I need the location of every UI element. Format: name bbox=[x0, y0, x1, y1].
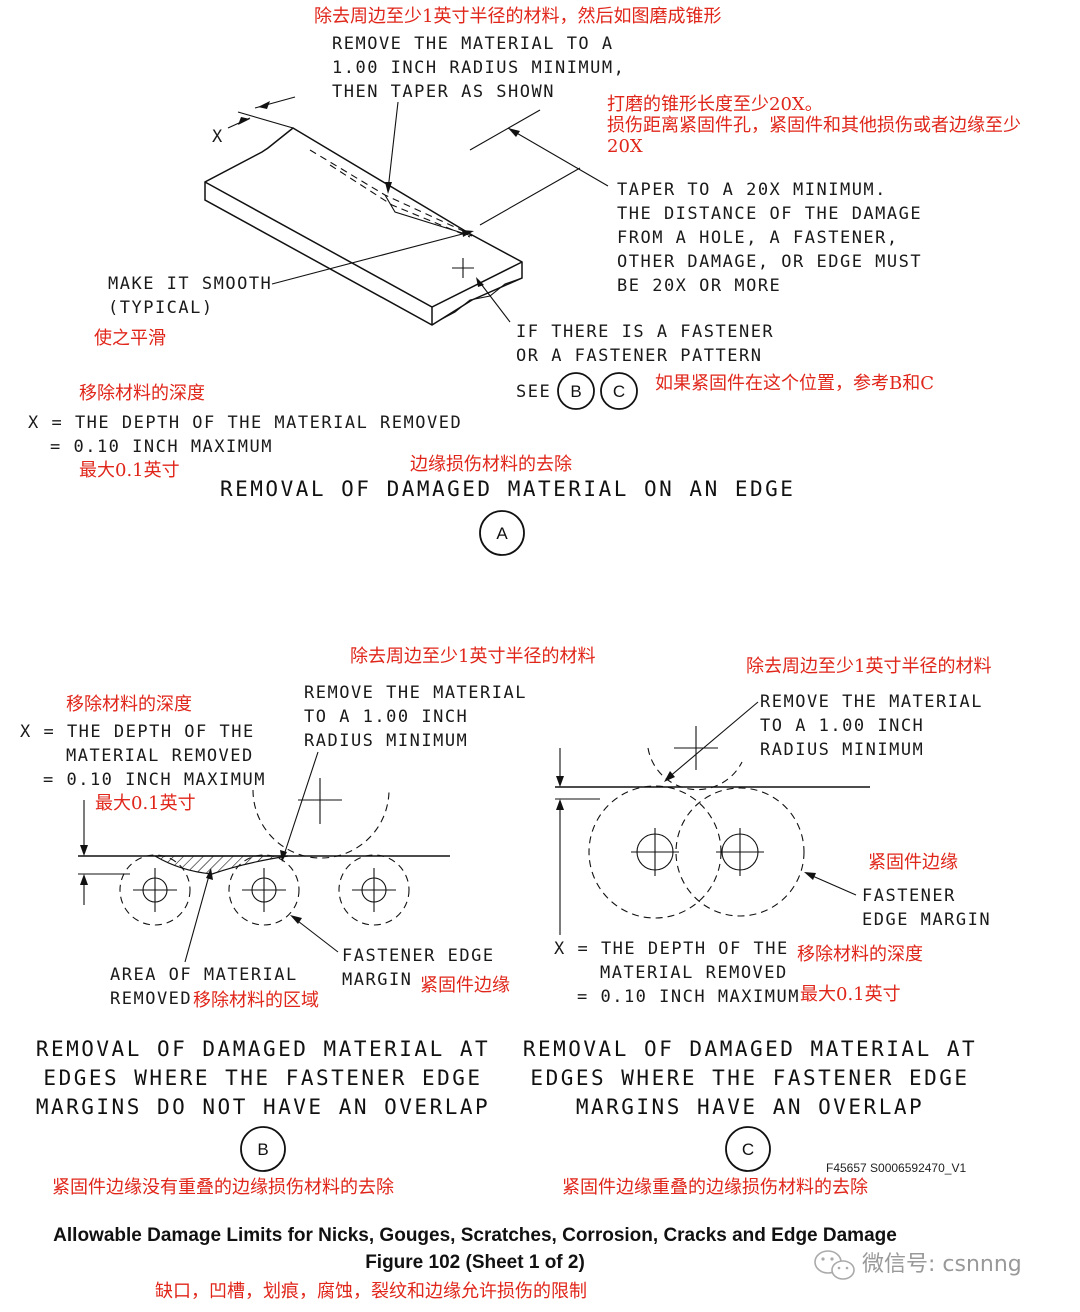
b-zh-area: 移除材料的区域 bbox=[193, 990, 319, 1011]
c-title-3: MARGINS HAVE AN OVERLAP bbox=[576, 1095, 924, 1119]
figure-caption: Allowable Damage Limits for Nicks, Gouge… bbox=[53, 1225, 897, 1246]
a-x-def-1: X = THE DEPTH OF THE MATERIAL REMOVED bbox=[28, 413, 462, 433]
figure-number: Figure 102 (Sheet 1 of 2) bbox=[365, 1252, 585, 1273]
a-zh-max: 最大0.1英寸 bbox=[79, 460, 180, 481]
c-edge-drawing bbox=[555, 701, 870, 935]
see-b-badge bbox=[557, 372, 595, 410]
detail-c: 除去周边至少1英寸半径的材料 REMOVE THE MATERIAL TO A … bbox=[523, 656, 992, 1198]
a-fastener-line-2: OR A FASTENER PATTERN bbox=[516, 346, 762, 366]
b-title-1: REMOVAL OF DAMAGED MATERIAL AT bbox=[36, 1037, 490, 1061]
a-remove-line-1: REMOVE THE MATERIAL TO A bbox=[332, 34, 614, 54]
a-zh-taper-1: 打磨的锥形长度至少20X。 bbox=[607, 94, 823, 115]
detail-c-badge bbox=[725, 1126, 771, 1172]
a-taper-line-1: TAPER TO A 20X MINIMUM. bbox=[617, 180, 887, 200]
a-remove-line-3: THEN TAPER AS SHOWN bbox=[332, 82, 555, 102]
a-smooth-line-2: (TYPICAL) bbox=[108, 298, 214, 318]
b-remove-leader bbox=[282, 751, 319, 859]
watermark-text: 微信号: csnnng bbox=[862, 1252, 1022, 1277]
c-zh-depth: 移除材料的深度 bbox=[797, 944, 923, 965]
b-area-leader bbox=[184, 871, 211, 963]
detail-a-letter: A bbox=[496, 524, 508, 543]
a-taper-line-3: FROM A HOLE, A FASTENER, bbox=[617, 228, 899, 248]
a-x-def-2: = 0.10 INCH MAXIMUM bbox=[50, 437, 273, 457]
b-title-2: EDGES WHERE THE FASTENER EDGE bbox=[43, 1066, 482, 1090]
b-zh-margin: 紧固件边缘 bbox=[420, 975, 510, 996]
b-x-def-3: = 0.10 INCH MAXIMUM bbox=[43, 770, 266, 790]
c-remove-leader bbox=[667, 701, 759, 779]
a-zh-smooth: 使之平滑 bbox=[94, 328, 166, 349]
b-zh-title: 紧固件边缘没有重叠的边缘损伤材料的去除 bbox=[52, 1177, 394, 1198]
a-smooth-leader bbox=[271, 231, 471, 285]
b-zh-max: 最大0.1英寸 bbox=[95, 793, 196, 814]
see-b-letter: B bbox=[570, 382, 581, 401]
a-title: REMOVAL OF DAMAGED MATERIAL ON AN EDGE bbox=[220, 477, 795, 501]
b-x-def-1: X = THE DEPTH OF THE bbox=[20, 722, 255, 742]
detail-b-badge bbox=[240, 1126, 286, 1172]
b-area-line-1: AREA OF MATERIAL bbox=[110, 965, 298, 985]
a-zh-top: 除去周边至少1英寸半径的材料，然后如图磨成锥形 bbox=[314, 6, 721, 27]
c-zh-max: 最大0.1英寸 bbox=[800, 984, 901, 1005]
a-taper-line-5: BE 20X OR MORE bbox=[617, 276, 781, 296]
detail-b: 除去周边至少1英寸半径的材料 移除材料的深度 X = THE DEPTH OF … bbox=[20, 646, 595, 1198]
c-title-2: EDGES WHERE THE FASTENER EDGE bbox=[530, 1066, 969, 1090]
a-plate-drawing: X bbox=[204, 96, 609, 326]
a-taper-line-2: THE DISTANCE OF THE DAMAGE bbox=[617, 204, 922, 224]
a-zh-depth: 移除材料的深度 bbox=[79, 383, 205, 404]
c-remove-line-3: RADIUS MINIMUM bbox=[760, 740, 924, 760]
c-margin-leader bbox=[807, 873, 857, 896]
b-remove-line-2: TO A 1.00 INCH bbox=[304, 707, 468, 727]
b-remove-line-3: RADIUS MINIMUM bbox=[304, 731, 468, 751]
a-remove-line-2: 1.00 INCH RADIUS MINIMUM, bbox=[332, 58, 625, 78]
b-margin-line-1: FASTENER EDGE bbox=[342, 946, 495, 966]
a-smooth-line-1: MAKE IT SMOOTH bbox=[108, 274, 272, 294]
b-area-line-2: REMOVED bbox=[110, 989, 192, 1009]
wechat-icon bbox=[814, 1250, 855, 1280]
a-x-extension bbox=[237, 111, 294, 129]
c-margin-line-1: FASTENER bbox=[862, 886, 956, 906]
c-zh-title: 紧固件边缘重叠的边缘损伤材料的去除 bbox=[562, 1177, 868, 1198]
c-zh-remove: 除去周边至少1英寸半径的材料 bbox=[746, 656, 991, 677]
b-margin-line-2: MARGIN bbox=[342, 970, 412, 990]
detail-a: 除去周边至少1英寸半径的材料，然后如图磨成锥形 REMOVE THE MATER… bbox=[28, 6, 1021, 556]
c-margin-line-2: EDGE MARGIN bbox=[862, 910, 991, 930]
c-remove-line-1: REMOVE THE MATERIAL bbox=[760, 692, 983, 712]
b-margin-leader bbox=[293, 917, 339, 953]
a-fastener-line-1: IF THERE IS A FASTENER bbox=[516, 322, 774, 342]
a-see-label: SEE bbox=[516, 382, 551, 402]
b-edge-drawing bbox=[78, 751, 450, 963]
detail-a-badge bbox=[479, 510, 525, 556]
c-title-1: REMOVAL OF DAMAGED MATERIAL AT bbox=[523, 1037, 977, 1061]
c-remove-line-2: TO A 1.00 INCH bbox=[760, 716, 924, 736]
a-x-label: X bbox=[212, 127, 224, 147]
a-taper-line-4: OTHER DAMAGE, OR EDGE MUST bbox=[617, 252, 922, 272]
a-remove-leader bbox=[387, 101, 399, 191]
a-zh-title: 边缘损伤材料的去除 bbox=[410, 454, 572, 475]
detail-b-letter: B bbox=[257, 1140, 268, 1159]
a-zh-taper-2: 损伤距离紧固件孔，紧固件和其他损伤或者边缘至少 bbox=[607, 115, 1021, 136]
b-title-3: MARGINS DO NOT HAVE AN OVERLAP bbox=[36, 1095, 490, 1119]
detail-c-letter: C bbox=[742, 1140, 754, 1159]
b-x-def-2: MATERIAL REMOVED bbox=[66, 746, 254, 766]
see-c-letter: C bbox=[613, 382, 625, 401]
b-remove-line-1: REMOVE THE MATERIAL bbox=[304, 683, 527, 703]
c-zh-margin: 紧固件边缘 bbox=[868, 852, 958, 873]
see-c-badge bbox=[600, 372, 638, 410]
c-x-def-3: = 0.10 INCH MAXIMUM bbox=[577, 987, 800, 1007]
a-zh-fastener: 如果紧固件在这个位置，参考B和C bbox=[655, 373, 934, 394]
c-x-def-2: MATERIAL REMOVED bbox=[600, 963, 788, 983]
figure-zh-caption: 缺口，凹槽，划痕，腐蚀，裂纹和边缘允许损伤的限制 bbox=[155, 1281, 587, 1302]
c-x-def-1: X = THE DEPTH OF THE bbox=[554, 939, 789, 959]
b-zh-remove: 除去周边至少1英寸半径的材料 bbox=[350, 646, 595, 667]
a-zh-taper-3: 20X bbox=[607, 136, 643, 157]
figure-ref: F45657 S0006592470_V1 bbox=[826, 1161, 966, 1175]
b-zh-depth: 移除材料的深度 bbox=[66, 694, 192, 715]
